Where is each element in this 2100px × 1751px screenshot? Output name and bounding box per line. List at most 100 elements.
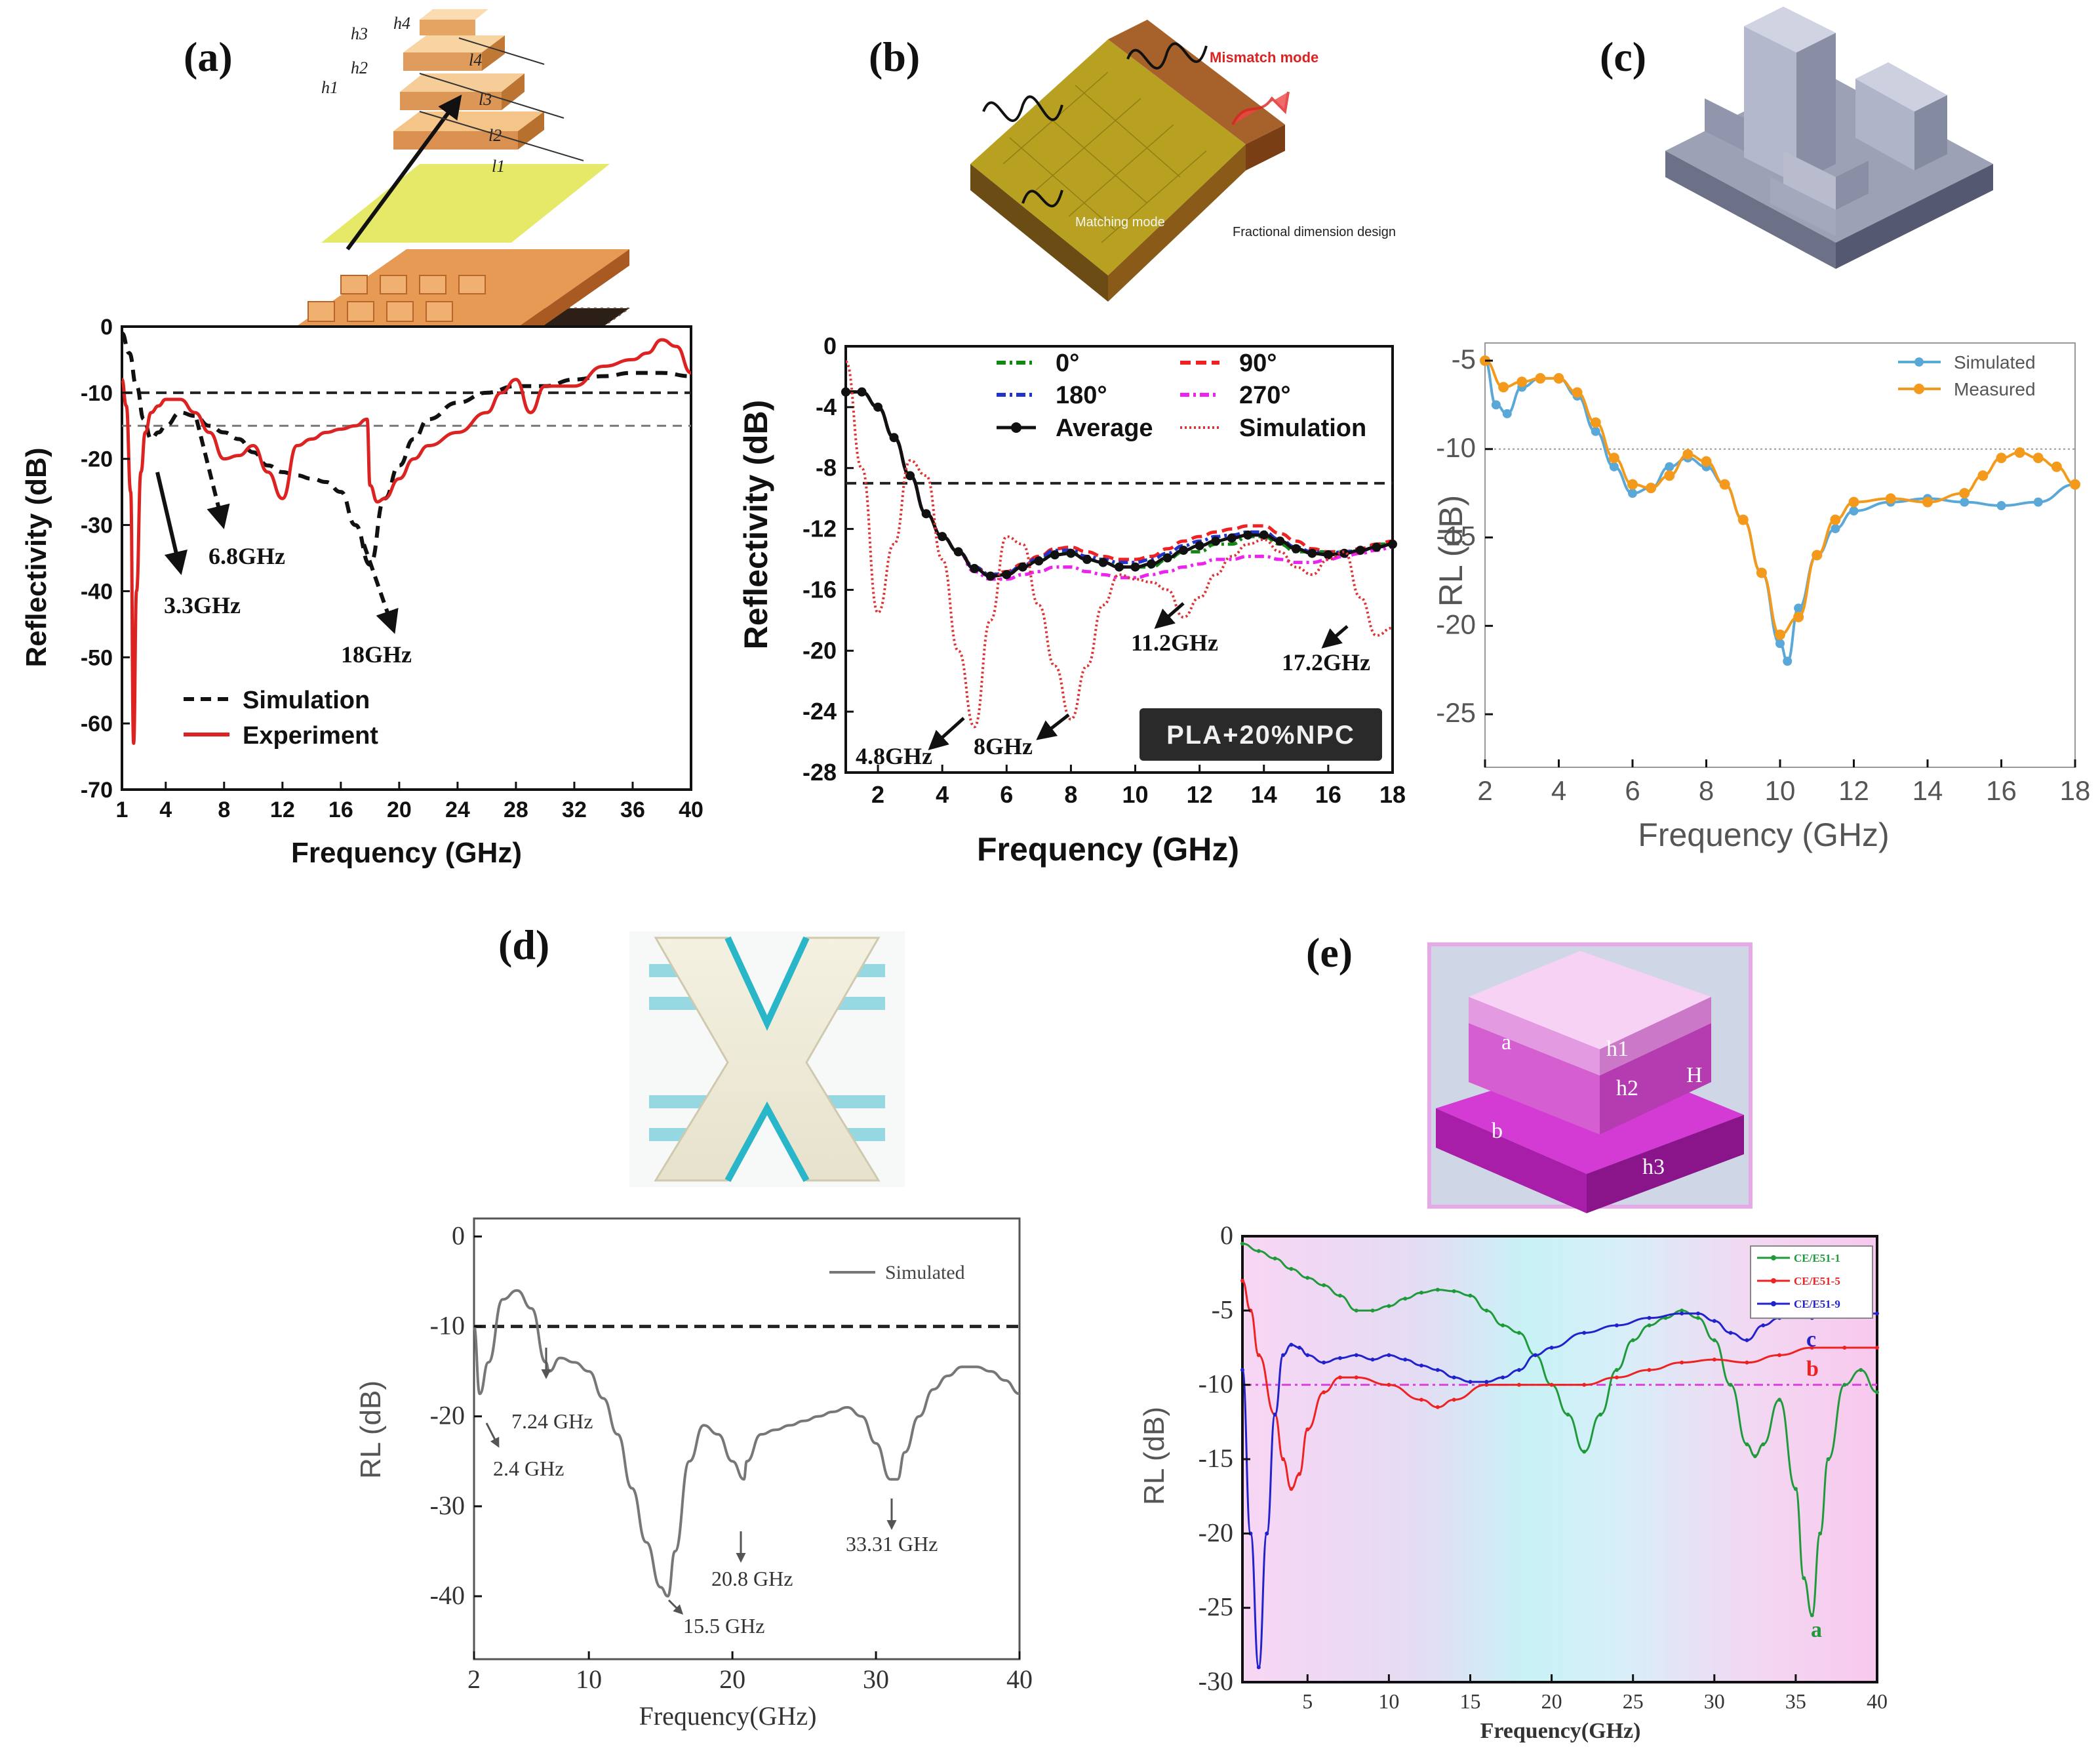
panel-label-a: (a) [184,33,233,80]
chart-e-point [1647,1368,1652,1372]
chart-a-frame [121,325,692,791]
chart-e-point [1387,1304,1391,1308]
panel-label-e: (e) [1306,929,1353,976]
chart-e-point [1468,1293,1473,1298]
chart-b-point [921,509,931,519]
chart-e-point [1680,1308,1684,1313]
chart-e-point [1322,1360,1326,1365]
chart-c-frame [1484,342,2076,768]
legend-b-180: 180° [1056,382,1107,409]
chart-e-point [1516,1368,1521,1372]
chart-e-point [1281,1457,1286,1461]
chart-b-xtick-label: 12 [1187,781,1213,808]
chart-e-point [1810,1613,1814,1617]
chart-a-ytick-label: -20 [81,447,113,472]
chart-b-point [1227,533,1237,543]
chart-b-xtick-label: 6 [1000,781,1013,808]
chart-b-point [1115,562,1124,572]
chart-e-point [1842,1346,1847,1350]
chart-e-point [1647,1323,1652,1327]
chart-e-ytick-label: -10 [1199,1369,1233,1399]
chart-c-point [2032,453,2044,464]
illus-e-H: H [1686,1063,1703,1087]
chart-c-legend: Simulated Measured [1898,352,2036,399]
chart-e-point [1370,1308,1375,1313]
chart-c-point [1516,376,1528,388]
chart-e-point [1566,1413,1570,1417]
chart-d-ytick-label: 0 [452,1220,465,1250]
chart-e-point [1305,1276,1310,1280]
chart-d-ytick-label: -40 [430,1580,465,1610]
chart-c-point [1628,489,1637,498]
chart-c-point [1590,417,1601,428]
legend-b-0: 0° [1056,350,1079,377]
chart-a-xtick-label: 40 [679,797,703,822]
chart-e-point [1501,1375,1505,1380]
chart-e-xtick-label: 30 [1704,1689,1725,1713]
annot-a-18GHz: 18GHz [341,641,412,668]
chart-e-point [1777,1353,1782,1358]
chart-c-point [1535,372,1546,384]
chart-c-point [1959,488,1970,499]
chart-c-point [1756,567,1767,578]
chart-e-xlabel: Frequency(GHz) [1480,1719,1641,1743]
chart-e-point [1403,1297,1408,1301]
chart-e-point [1875,1311,1879,1316]
chart-e-point [1680,1311,1684,1316]
chart-e-point [1354,1308,1358,1313]
chart-b-point [1275,536,1285,546]
chart-e-xtick-label: 20 [1541,1689,1562,1713]
chart-e-point [1273,1257,1277,1260]
chart-e-point [1452,1289,1456,1293]
chart-c-point [1627,479,1638,490]
legend-e-5: CE/E51-5 [1794,1275,1840,1287]
chart-b-point [905,471,915,481]
chart-a-xtick-label: 28 [504,797,528,822]
chart-e-point [1387,1382,1391,1387]
legend-b-270: 270° [1239,382,1291,409]
chart-e-point [1753,1454,1757,1459]
chart-b-ylabel: Reflectivity (dB) [738,400,774,650]
chart-e-point [1256,1353,1261,1358]
illustration-c-stepped-cross [1665,7,1993,269]
chart-b-ytick-label: -20 [802,637,837,664]
illus-b-matching: Matching mode [1075,215,1165,230]
chart-e-xtick-label: 25 [1623,1689,1644,1713]
chart-e-point [1240,1368,1244,1372]
chart-a-xtick-label: 1 [116,797,129,822]
chart-b-ytick-label: -24 [802,698,837,725]
legend-a-exp: Experiment [243,722,378,750]
chart-e-point [1273,1413,1277,1417]
chart-a-series-simulation [121,331,692,567]
chart-c-point [1491,400,1501,410]
chart-a-xlabel: Frequency (GHz) [291,837,522,869]
chart-c-point [1922,496,1933,508]
chart-e-point [1802,1576,1806,1580]
illus-a-h2: h2 [351,58,368,77]
chart-e-point [1419,1363,1424,1368]
chart-e-xtick-label: 35 [1785,1689,1806,1713]
chart-c-xtick-label: 2 [1477,775,1492,806]
chart-e-ytick-label: -5 [1212,1295,1233,1324]
chart-e-point [1484,1380,1489,1384]
chart-e-point [1516,1382,1521,1387]
chart-e-point [1322,1283,1326,1287]
illus-e-h3: h3 [1642,1155,1665,1179]
legend-d-sim: Simulated [885,1262,965,1283]
chart-e-point [1435,1405,1440,1409]
chart-b-xtick-label: 10 [1122,781,1149,808]
chart-e-point [1598,1413,1603,1417]
chart-c-point [1996,501,2006,511]
chart-e-point [1265,1531,1269,1536]
legend-b-90: 90° [1239,350,1277,377]
chart-b-point [970,563,980,573]
chart-e-point [1256,1249,1261,1253]
chart-a-ytick-label: -10 [81,381,113,406]
chart-c-xlabel: Frequency (GHz) [1638,816,1889,853]
chart-b-point [985,571,995,581]
chart-c-point [2033,497,2043,507]
annot-d-33.31GHz: 33.31 GHz [846,1532,938,1556]
chart-c-xtick-label: 8 [1699,775,1714,806]
annot-d-7.24GHz: 7.24 GHz [511,1409,593,1433]
chart-c-xtick-label: 14 [1912,775,1943,806]
